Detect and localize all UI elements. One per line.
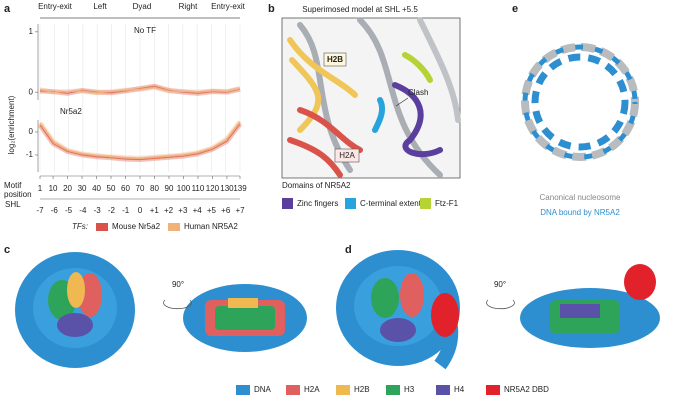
- legend-label: Ftz-F1: [435, 199, 459, 208]
- x-tick-label: 60: [121, 184, 130, 193]
- region-label: Entry-exit: [211, 2, 246, 11]
- panel-label: e: [512, 3, 518, 15]
- legend-label: H3: [404, 385, 415, 394]
- y-tick-label: 1: [29, 27, 34, 36]
- shl-tick-label: -5: [65, 206, 73, 215]
- x-tick-label: 30: [78, 184, 87, 193]
- legend-label: DNA: [254, 385, 272, 394]
- region-label: Entry-exit: [38, 2, 73, 11]
- region-label: Left: [93, 2, 107, 11]
- shl-tick-label: +7: [235, 206, 245, 215]
- x-tick-label: 80: [150, 184, 159, 193]
- legend-swatch: [420, 198, 431, 209]
- shl-tick-label: +3: [178, 206, 188, 215]
- y-tick-label: 0: [29, 127, 34, 136]
- panel-d-structure: [336, 250, 660, 370]
- panel-label: b: [268, 3, 275, 15]
- legend-label: Mouse Nr5a2: [112, 222, 161, 231]
- legend-swatch: [486, 385, 500, 395]
- shl-tick-label: -7: [36, 206, 44, 215]
- shl-tick-label: -4: [79, 206, 87, 215]
- panel-b-label: H2A: [339, 151, 355, 160]
- legend-swatch: [386, 385, 400, 395]
- panel-label: d: [345, 244, 352, 256]
- panel-b-title: Superimosed model at SHL +5.5: [302, 5, 418, 14]
- shl-tick-label: +2: [164, 206, 174, 215]
- x-tick-label: 70: [136, 184, 145, 193]
- x-tick-label: 110: [192, 184, 205, 193]
- legend-label: H4: [454, 385, 465, 394]
- x-tick-label: 130: [220, 184, 234, 193]
- region-label: Dyad: [133, 2, 152, 11]
- rotation-label: 90°: [172, 280, 184, 289]
- shl-tick-label: +4: [193, 206, 203, 215]
- shl-tick-label: -6: [51, 206, 59, 215]
- caption: DNA bound by NR5A2: [540, 208, 620, 217]
- x-tick-label: 40: [92, 184, 101, 193]
- legend-title: TFs:: [72, 222, 88, 231]
- legend-swatch: [436, 385, 450, 395]
- legend-label: C-terminal extention: [360, 199, 432, 208]
- pointer: [395, 97, 409, 107]
- panel-label: c: [4, 244, 10, 256]
- subplot-label: Nr5a2: [60, 107, 82, 116]
- legend-swatch: [345, 198, 356, 209]
- legend-label: H2B: [354, 385, 370, 394]
- label-box: [334, 148, 360, 163]
- legend-label: Human NR5A2: [184, 222, 238, 231]
- x-tick-label: 50: [107, 184, 116, 193]
- shl-tick-label: +1: [150, 206, 160, 215]
- subplot-label: No TF: [134, 26, 156, 35]
- legend-label: Zinc fingers: [297, 199, 338, 208]
- y-axis-label: log₂(enrichment): [7, 95, 16, 154]
- rotation-label: 90°: [494, 280, 506, 289]
- legend-swatch: [236, 385, 250, 395]
- caption: Canonical nucleosome: [540, 193, 621, 202]
- x-tick-label: 100: [177, 184, 191, 193]
- x-tick-label: 120: [206, 184, 220, 193]
- shl-tick-label: -2: [108, 206, 116, 215]
- panel-b-label: H2B: [327, 55, 343, 64]
- shl-tick-label: -1: [122, 206, 130, 215]
- x-tick-label: 139: [233, 184, 247, 193]
- series-line: [39, 123, 241, 161]
- rotation-arrows: [163, 299, 515, 310]
- label-box: [323, 52, 347, 67]
- legend-swatch: [286, 385, 300, 395]
- x-tick-label: 10: [49, 184, 58, 193]
- x-tick-label: 1: [38, 184, 43, 193]
- legend-swatch: [96, 223, 108, 231]
- legend-swatch: [168, 223, 180, 231]
- panel-label: a: [4, 3, 11, 15]
- legend-label: NR5A2 DBD: [504, 385, 549, 394]
- shl-tick-label: -3: [94, 206, 102, 215]
- y-tick-label: 0: [29, 87, 34, 96]
- legend-title: Domains of NR5A2: [282, 181, 351, 190]
- series-line: [39, 86, 241, 94]
- series-line: [39, 85, 241, 94]
- panel-e-ring: [521, 43, 639, 161]
- legend-swatch: [282, 198, 293, 209]
- shl-label: SHL: [5, 200, 21, 209]
- legend-label: H2A: [304, 385, 320, 394]
- panel-b-label: Clash: [408, 88, 428, 97]
- series-line: [39, 121, 241, 159]
- shl-tick-label: 0: [138, 206, 143, 215]
- panel-c-structure: [15, 252, 307, 368]
- shl-tick-label: +6: [221, 206, 231, 215]
- shl-tick-label: +5: [207, 206, 217, 215]
- legend-swatch: [336, 385, 350, 395]
- x-tick-label: 90: [165, 184, 174, 193]
- y-tick-label: -1: [26, 150, 34, 159]
- x-tick-label: 20: [63, 184, 72, 193]
- x-axis-label: Motif position: [4, 181, 32, 199]
- region-label: Right: [179, 2, 198, 11]
